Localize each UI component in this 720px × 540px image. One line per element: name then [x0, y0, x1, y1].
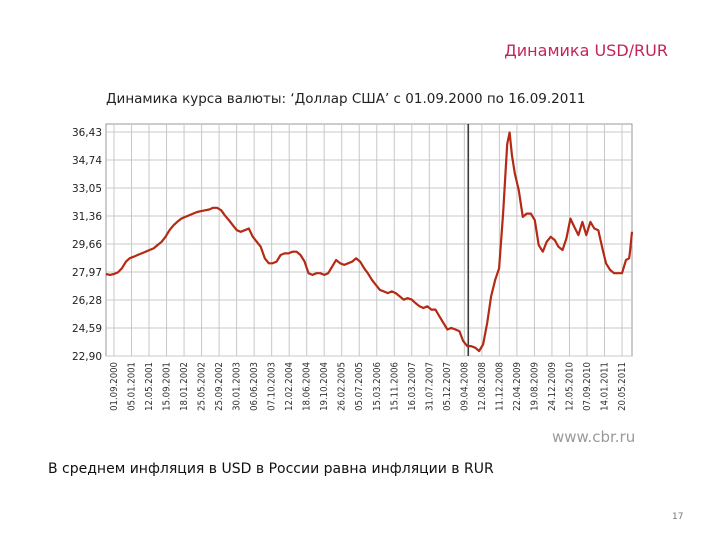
- y-tick-label: 27,97: [72, 267, 102, 279]
- x-tick-label: 05.07.2005: [354, 362, 365, 411]
- x-tick-label: 15.03.2006: [372, 362, 383, 411]
- x-tick-label: 20.05.2011: [617, 362, 628, 411]
- plot-area: [105, 123, 633, 357]
- x-tick-label: 16.03.2007: [407, 362, 418, 411]
- slide-note: В среднем инфляция в USD в России равна …: [48, 461, 494, 477]
- source-label: www.cbr.ru: [552, 428, 636, 446]
- chart-title: Динамика курса валюты: ‘Доллар США’ с 01…: [106, 91, 586, 107]
- x-tick-label: 15.09.2001: [162, 362, 173, 411]
- x-tick-label: 07.10.2003: [267, 362, 278, 411]
- x-tick-label: 22.04.2009: [512, 362, 523, 411]
- y-tick-label: 33,05: [72, 183, 102, 195]
- y-tick-label: 34,74: [72, 155, 102, 167]
- x-tick-label: 09.04.2008: [459, 362, 470, 411]
- slide-title: Динамика USD/RUR: [504, 41, 668, 60]
- x-tick-label: 25.09.2002: [214, 362, 225, 411]
- y-tick-label: 24,59: [72, 323, 102, 335]
- y-tick-label: 22,90: [72, 351, 102, 363]
- x-tick-label: 05.12.2007: [442, 362, 453, 411]
- x-tick-label: 12.02.2004: [284, 362, 295, 411]
- y-tick-label: 31,36: [72, 211, 102, 223]
- x-tick-label: 31.07.2007: [424, 362, 435, 411]
- y-tick-label: 26,28: [72, 295, 102, 307]
- x-tick-label: 14.01.2011: [599, 362, 610, 411]
- x-tick-label: 15.11.2006: [389, 362, 400, 411]
- chart-grid: [105, 123, 633, 357]
- x-tick-label: 19.08.2009: [529, 362, 540, 411]
- y-axis-ticks: 36,43 34,74 33,05 31,36 29,66 27,97 26,28 24,59…: [72, 127, 102, 363]
- x-tick-label: 30.01.2003: [232, 362, 243, 411]
- x-tick-label: 01.09.2000: [109, 362, 120, 411]
- x-tick-label: 05.01.2001: [127, 362, 138, 411]
- x-tick-label: 11.12.2008: [494, 362, 505, 411]
- x-tick-label: 18.01.2002: [179, 362, 190, 411]
- page-number: 17: [672, 512, 684, 522]
- x-tick-label: 12.05.2010: [564, 362, 575, 411]
- x-tick-label: 24.12.2009: [547, 362, 558, 411]
- x-tick-label: 25.05.2002: [197, 362, 208, 411]
- usd-rate-line: [105, 131, 634, 353]
- y-tick-label: 36,43: [72, 127, 102, 139]
- x-tick-label: 06.06.2003: [249, 362, 260, 411]
- x-tick-label: 18.06.2004: [302, 362, 313, 411]
- y-tick-label: 29,66: [72, 239, 102, 251]
- x-axis-ticks: 01.09.2000 05.01.2001 12.05.2001 15.09.2001…: [109, 362, 628, 411]
- x-tick-label: 07.09.2010: [582, 362, 593, 411]
- x-tick-label: 19.10.2004: [319, 362, 330, 411]
- x-tick-label: 12.05.2001: [144, 362, 155, 411]
- x-tick-label: 12.08.2008: [477, 362, 488, 411]
- x-tick-label: 26.02.2005: [337, 362, 348, 411]
- chart-marks: [105, 124, 634, 356]
